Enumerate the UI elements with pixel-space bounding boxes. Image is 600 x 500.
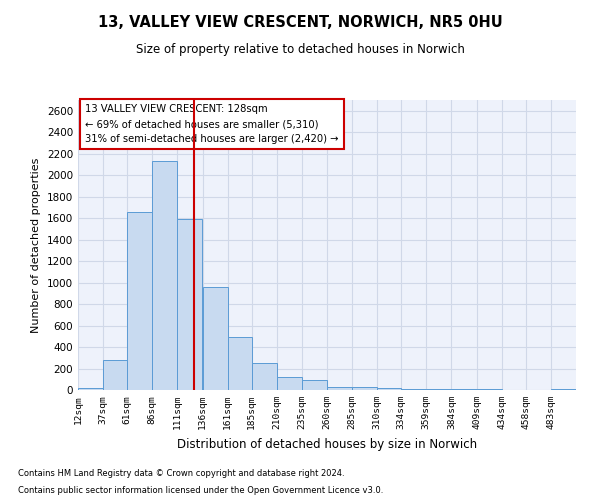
Bar bbox=[203, 287, 227, 390]
Bar bbox=[103, 360, 127, 390]
Bar bbox=[327, 387, 352, 390]
Bar bbox=[227, 338, 251, 390]
Bar bbox=[251, 363, 277, 390]
Y-axis label: Number of detached properties: Number of detached properties bbox=[31, 158, 41, 332]
Text: 13 VALLEY VIEW CRESCENT: 128sqm
← 69% of detached houses are smaller (5,310)
31%: 13 VALLEY VIEW CRESCENT: 128sqm ← 69% of… bbox=[85, 104, 339, 144]
Text: Size of property relative to detached houses in Norwich: Size of property relative to detached ho… bbox=[136, 42, 464, 56]
X-axis label: Distribution of detached houses by size in Norwich: Distribution of detached houses by size … bbox=[177, 438, 477, 450]
Text: Contains HM Land Registry data © Crown copyright and database right 2024.: Contains HM Land Registry data © Crown c… bbox=[18, 468, 344, 477]
Bar bbox=[377, 388, 401, 390]
Bar bbox=[401, 389, 427, 390]
Bar bbox=[152, 161, 178, 390]
Bar bbox=[127, 212, 152, 390]
Text: 13, VALLEY VIEW CRESCENT, NORWICH, NR5 0HU: 13, VALLEY VIEW CRESCENT, NORWICH, NR5 0… bbox=[98, 15, 502, 30]
Bar bbox=[78, 388, 103, 390]
Bar bbox=[352, 387, 377, 390]
Bar bbox=[277, 377, 302, 390]
Bar bbox=[302, 380, 327, 390]
Bar bbox=[178, 219, 202, 390]
Bar bbox=[551, 389, 576, 390]
Text: Contains public sector information licensed under the Open Government Licence v3: Contains public sector information licen… bbox=[18, 486, 383, 495]
